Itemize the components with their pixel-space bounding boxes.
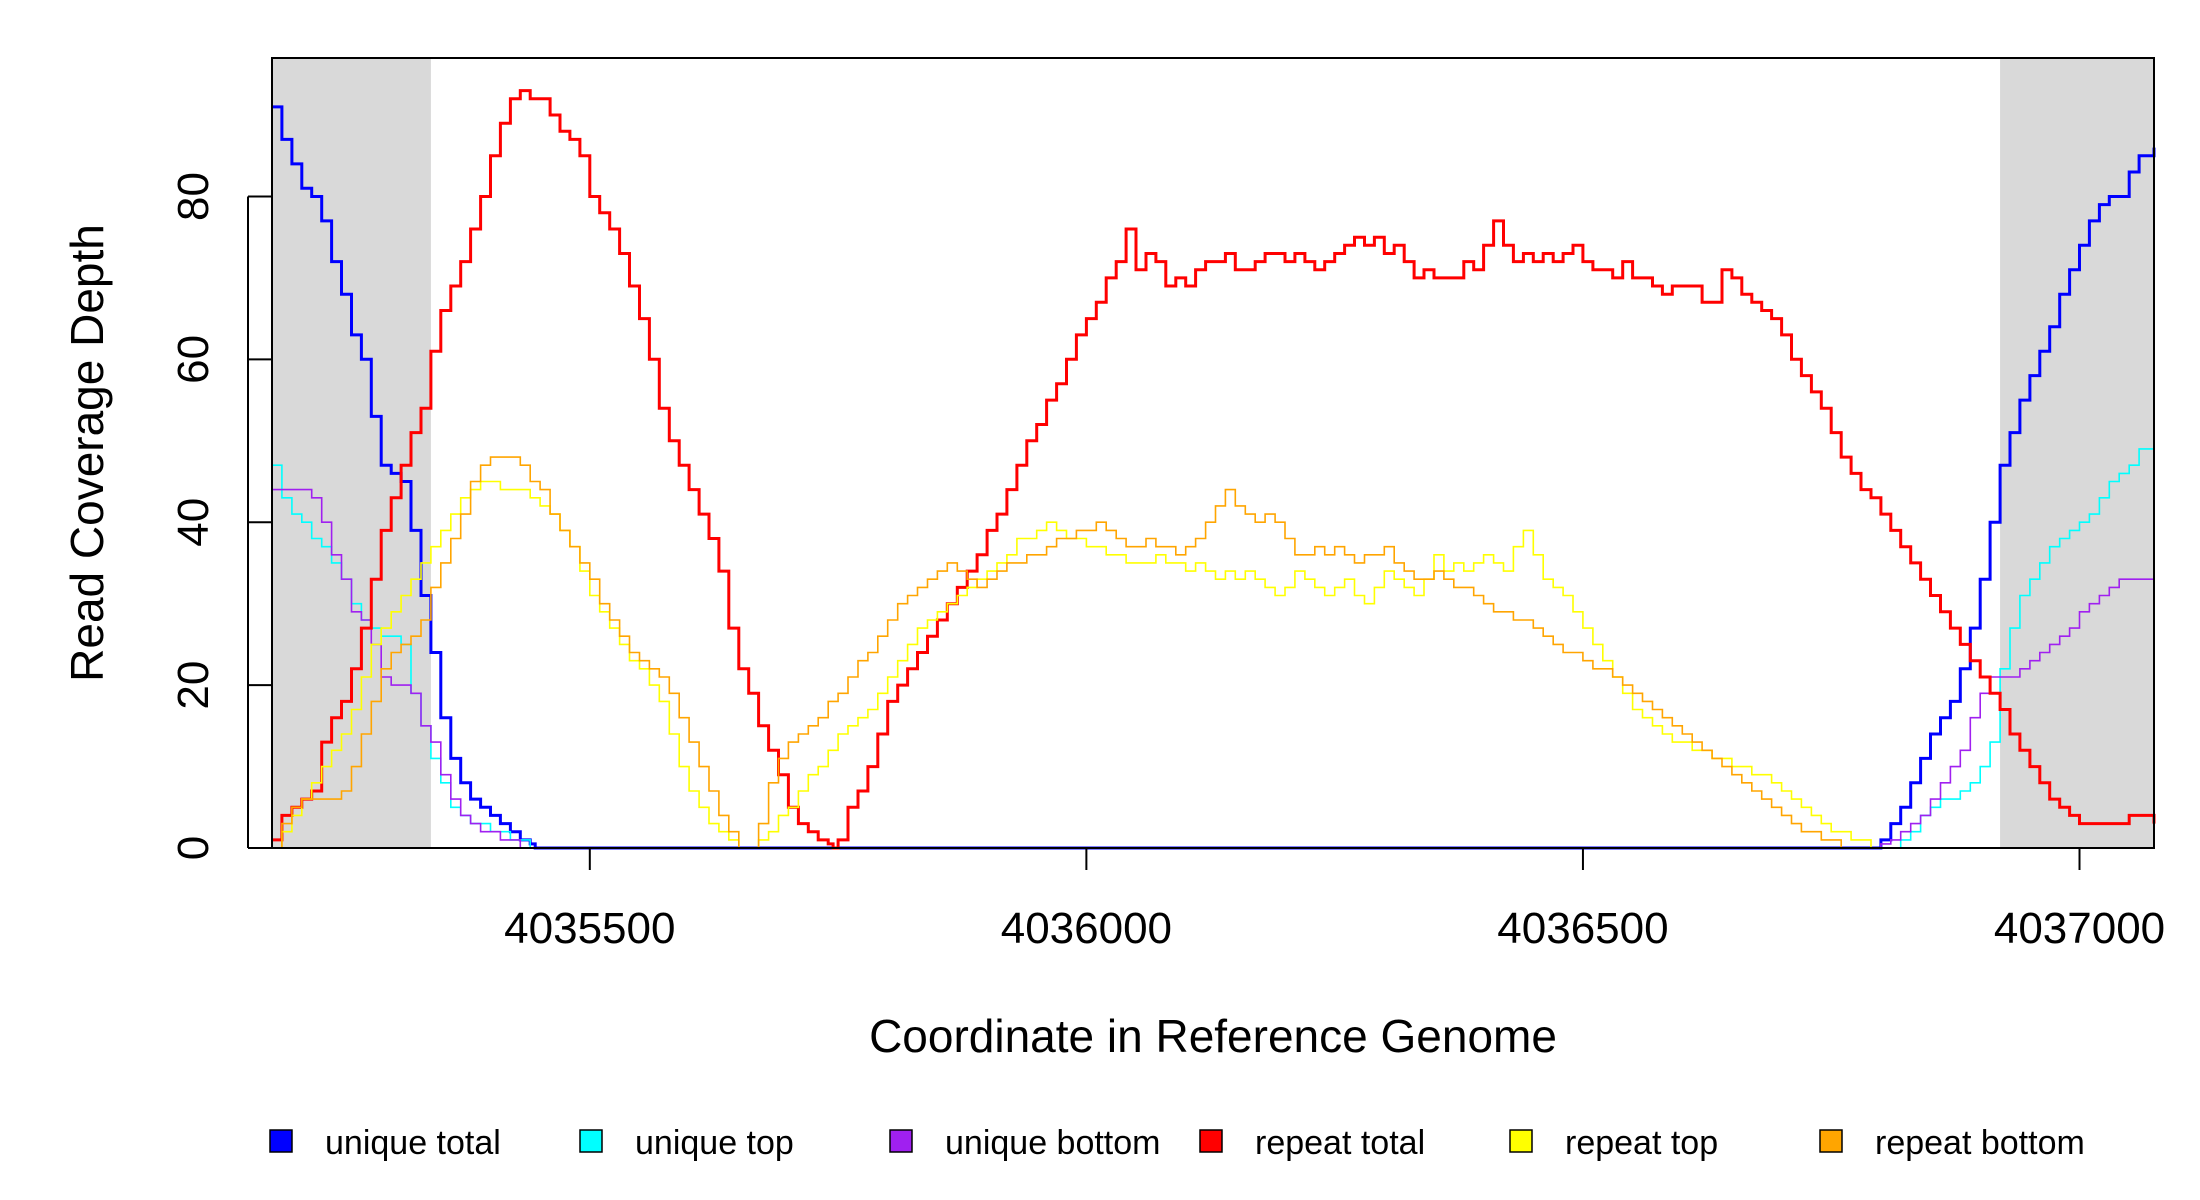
y-tick-label: 0: [169, 836, 218, 860]
series-line-unique-bottom: [272, 488, 2154, 849]
series-line-unique-total: [272, 105, 2156, 850]
legend-label: unique bottom: [945, 1124, 1161, 1162]
y-tick-label: 80: [169, 172, 218, 221]
legend-item-repeat-bottom: repeat bottom: [1819, 1124, 2085, 1162]
legend-swatch: [579, 1129, 603, 1153]
series-lines: [272, 89, 2156, 850]
series-line-repeat-bottom: [272, 456, 2154, 849]
y-axis: 0 20 40 60 80: [169, 172, 272, 860]
legend: unique total unique top unique bottom repea…: [269, 1124, 2085, 1162]
x-tick-label: 4036500: [1497, 904, 1668, 953]
plot-frame: [271, 57, 2155, 849]
legend-item-unique-total: unique total: [269, 1124, 501, 1162]
legend-swatch: [1509, 1129, 1533, 1153]
shaded-regions: [272, 58, 2154, 848]
x-tick-label: 4036000: [1001, 904, 1172, 953]
shaded-region-2: [2000, 58, 2154, 848]
y-tick-label: 60: [169, 335, 218, 384]
legend-label: unique top: [635, 1124, 794, 1162]
legend-swatch: [1199, 1129, 1223, 1153]
legend-label: repeat total: [1255, 1124, 1425, 1162]
legend-swatch: [889, 1129, 913, 1153]
legend-item-repeat-total: repeat total: [1199, 1124, 1425, 1162]
x-tick-label: 4035500: [504, 904, 675, 953]
legend-item-unique-bottom: unique bottom: [889, 1124, 1161, 1162]
legend-label: unique total: [325, 1124, 501, 1162]
legend-label: repeat top: [1565, 1124, 1718, 1162]
x-tick-label: 4037000: [1994, 904, 2165, 953]
legend-swatch: [1819, 1129, 1843, 1153]
legend-item-repeat-top: repeat top: [1509, 1124, 1718, 1162]
series-line-repeat-top: [272, 480, 2154, 849]
x-axis-title: Coordinate in Reference Genome: [869, 1010, 1557, 1062]
y-tick-label: 40: [169, 498, 218, 547]
y-axis-title: Read Coverage Depth: [61, 224, 113, 682]
series-line-repeat-total: [272, 89, 2156, 850]
legend-item-unique-top: unique top: [579, 1124, 794, 1162]
y-tick-label: 20: [169, 661, 218, 710]
legend-label: repeat bottom: [1875, 1124, 2085, 1162]
x-axis: 4035500 4036000 4036500 4037000: [504, 847, 2165, 953]
legend-swatch: [269, 1129, 293, 1153]
